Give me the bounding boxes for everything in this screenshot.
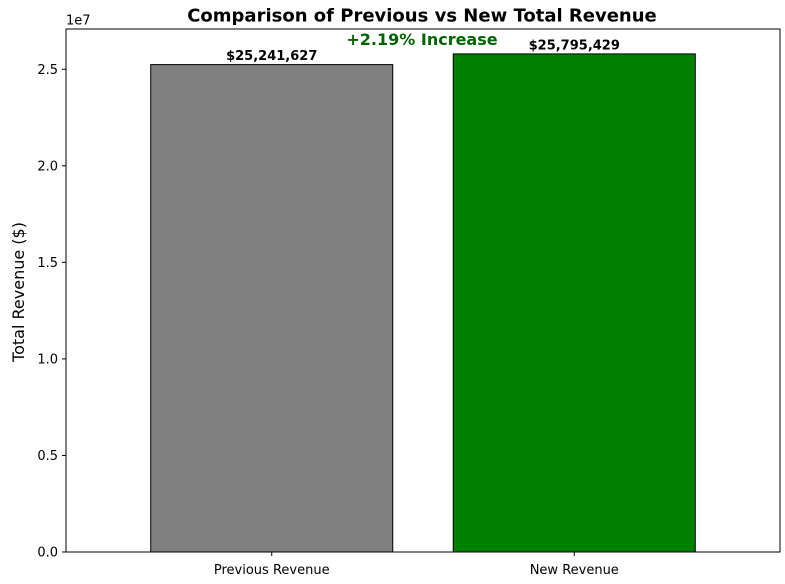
y-axis-ticks: 0.0 0.5 1.0 1.5 2.0 2.5: [37, 63, 66, 561]
x-tick-label: Previous Revenue: [214, 563, 330, 578]
bar-value-label: $25,795,429: [529, 38, 620, 53]
y-tick-label: 2.5: [37, 63, 58, 78]
bar-value-labels: $25,241,627 $25,795,429: [226, 38, 620, 64]
bar-value-label: $25,241,627: [226, 49, 317, 64]
y-tick-label: 0.0: [37, 546, 58, 561]
y-tick-label: 1.5: [37, 256, 58, 271]
bars: [150, 53, 696, 553]
plot-area-frame: [65, 28, 781, 553]
increase-annotation: +2.19% Increase: [346, 30, 497, 49]
bar: [452, 53, 696, 553]
bar: [150, 64, 394, 553]
x-tick-label: New Revenue: [530, 563, 619, 578]
y-axis-label: Total Revenue ($): [9, 222, 28, 363]
y-tick-label: 0.5: [37, 449, 58, 464]
y-tick-label: 1.0: [37, 352, 58, 367]
y-tick-label: 2.0: [37, 159, 58, 174]
y-axis-offset-label: 1e7: [66, 14, 91, 29]
chart-title: Comparison of Previous vs New Total Reve…: [187, 6, 657, 27]
x-axis-ticks: Previous Revenue New Revenue: [214, 552, 619, 578]
